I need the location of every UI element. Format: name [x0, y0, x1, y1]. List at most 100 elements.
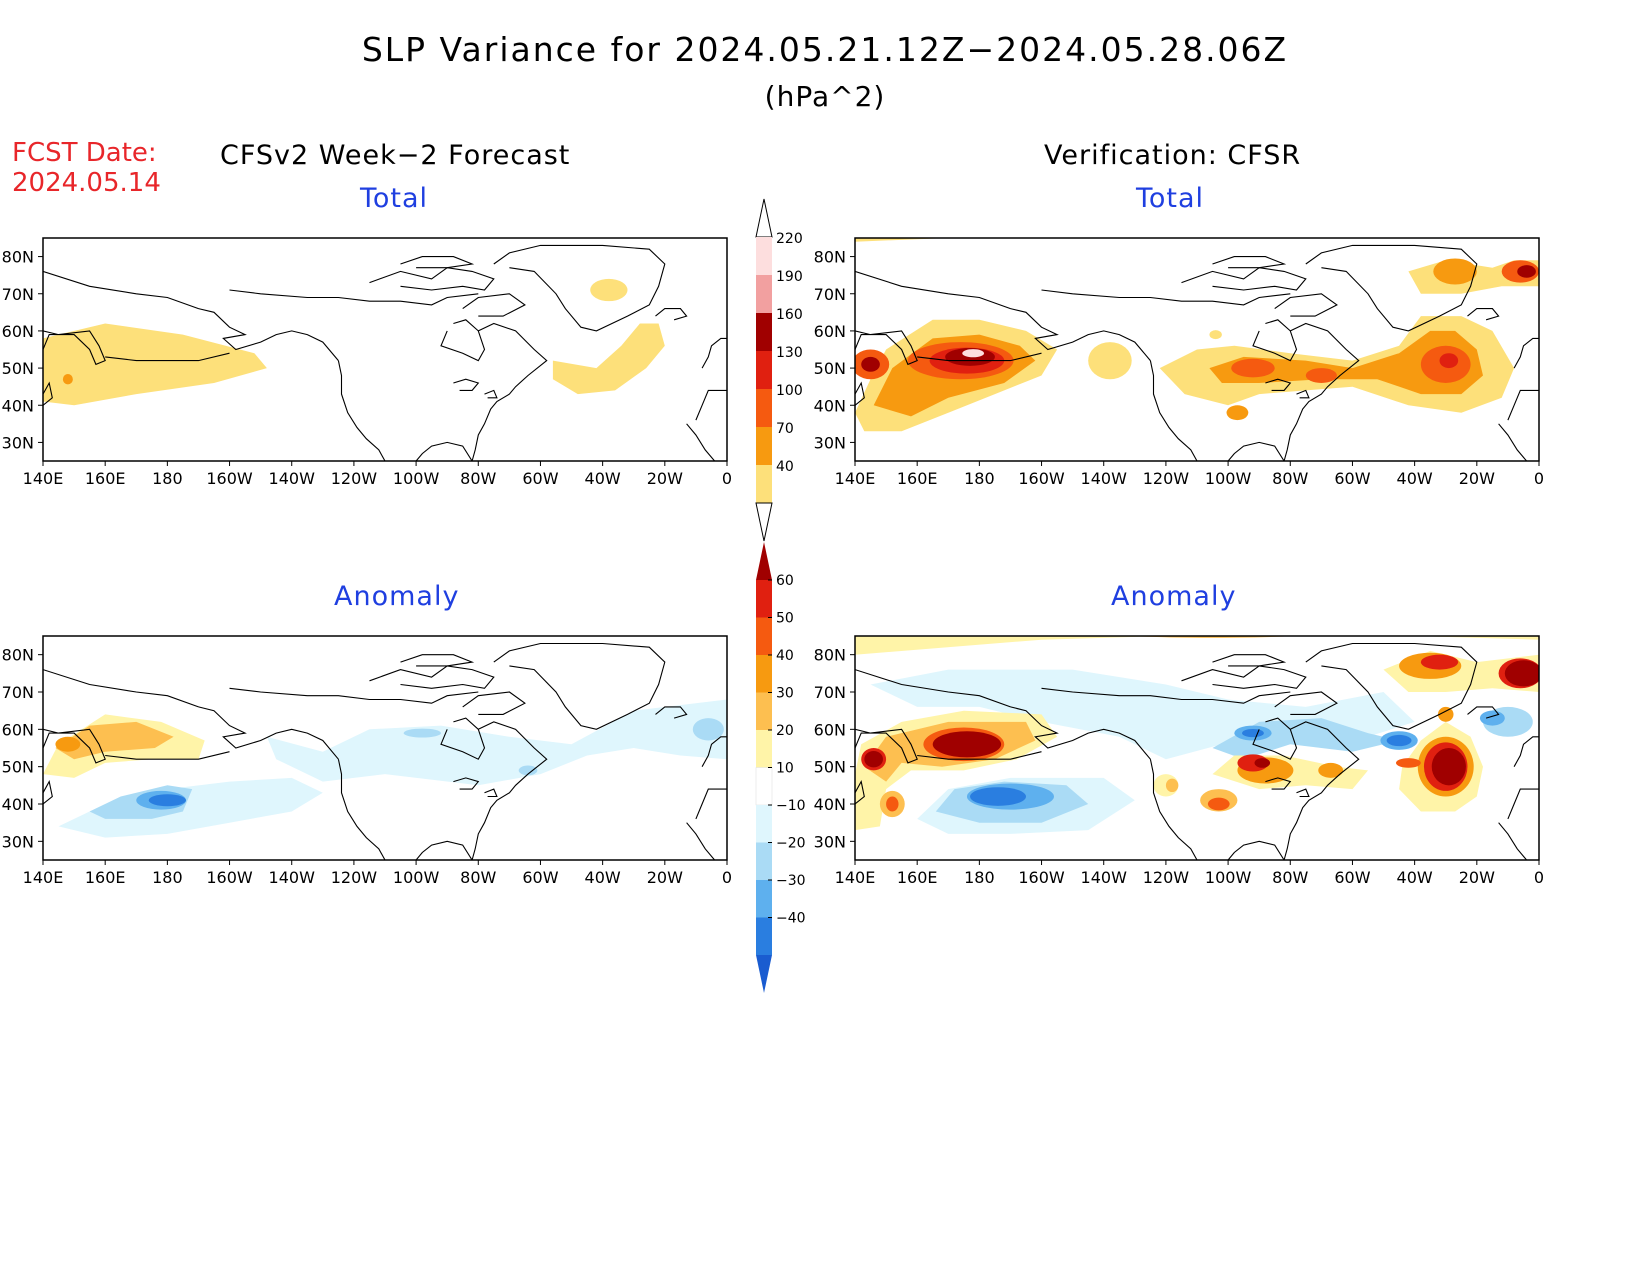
lon-label: 120W [331, 469, 378, 488]
coastline [415, 441, 473, 461]
coastline [855, 381, 865, 406]
lon-label: 20W [647, 469, 683, 488]
anomaly-contour-30 [1318, 762, 1344, 778]
lon-label: 80W [460, 469, 496, 488]
verification-anomaly-frame [854, 635, 1540, 861]
colorbar-anomaly-label: 10 [776, 761, 794, 777]
coastline [1252, 319, 1298, 362]
colorbar-anomaly-label: −30 [776, 873, 806, 889]
lat-label: 60N [814, 322, 846, 341]
axis-labels-layer: 80N 70N 60N 50N 40N 30N 140E 160E 180 160W 140W 120… [2, 248, 1544, 887]
coastline [917, 751, 1042, 760]
anomaly-contour-minus20 [518, 765, 538, 776]
lat-label: 40N [814, 396, 846, 415]
coastline [1041, 687, 1291, 704]
coastlines-br [855, 642, 1539, 860]
coastline [1296, 788, 1310, 798]
anomaly-contour-minus40 [1386, 734, 1412, 747]
lon-label: 80W [1272, 469, 1308, 488]
variance-contour-160 [1517, 265, 1536, 278]
verification-total-frame [854, 237, 1540, 462]
coastline [1041, 289, 1291, 306]
coastline [1149, 360, 1198, 461]
lat-label: 80N [814, 646, 846, 665]
coastline [686, 822, 716, 860]
coastline [1467, 308, 1500, 321]
variance-contour-130 [1439, 353, 1459, 369]
lon-label: 180 [152, 868, 183, 887]
coastline [400, 654, 475, 667]
lat-label: 40N [2, 795, 34, 814]
variance-contour-70 [62, 374, 73, 385]
coastline [695, 788, 727, 820]
anomaly-contour-minus10 [58, 777, 323, 838]
coastline [484, 788, 498, 798]
coastline [1283, 721, 1360, 860]
variance-contour-100 [1305, 368, 1337, 383]
coastlines-tr [855, 244, 1539, 461]
anomaly-contour-minus10 [266, 699, 727, 786]
lon-label: 160W [206, 469, 253, 488]
lat-label: 30N [814, 433, 846, 452]
lat-label: 30N [2, 433, 34, 452]
coastline [229, 687, 479, 704]
coastlines-bl [43, 642, 727, 860]
colorbar-anomaly-label: −40 [776, 911, 806, 927]
anomaly-contour-50 [1420, 654, 1459, 670]
anomaly-contour-40 [1207, 797, 1230, 811]
lon-label: 140W [269, 868, 316, 887]
coastline [493, 244, 666, 332]
lat-label: 30N [814, 832, 846, 851]
colorbar-anomaly-top-arrow [756, 542, 772, 580]
lat-label: 50N [814, 359, 846, 378]
lon-label: 100W [393, 868, 440, 887]
coastline [855, 270, 1011, 310]
coastline [1212, 256, 1287, 269]
colorbar-anomaly-label: 60 [776, 573, 794, 589]
lon-label: 0 [722, 868, 732, 887]
colorbar-total-swatch [756, 427, 772, 465]
coastline-layer [43, 244, 1539, 860]
anomaly-contour-minus40 [148, 794, 187, 807]
coastline [198, 706, 339, 760]
coastline [1274, 691, 1338, 715]
lon-label: 40W [585, 469, 621, 488]
coastline [701, 736, 727, 767]
lon-label: 20W [1459, 868, 1495, 887]
colorbar-anomaly-swatch [756, 580, 772, 618]
panel-title-verification-total: Total [1136, 183, 1205, 214]
lon-label: 160E [85, 868, 126, 887]
anomaly-contour-40 [886, 796, 899, 812]
colorbar-total-swatch [756, 313, 772, 351]
coastline [1149, 759, 1198, 860]
variance-contour-40 [43, 323, 267, 406]
lon-label: 140E [835, 469, 876, 488]
lon-label: 60W [1334, 469, 1370, 488]
lat-label: 50N [2, 359, 34, 378]
forecast-anomaly-frame [42, 635, 728, 861]
colorbar-anomaly-swatch [756, 805, 772, 843]
coastline [1507, 389, 1539, 421]
colorbar-total: 220 190 160 130 100 70 40 [755, 198, 803, 542]
coastline [415, 840, 473, 860]
anomaly-contour-40 [1395, 758, 1421, 768]
coastline [43, 381, 53, 406]
coastline [440, 319, 486, 362]
variance-contour-70 [1433, 258, 1477, 285]
lon-label: 180 [964, 469, 995, 488]
coastline [855, 669, 1011, 708]
colorbar-anomaly-swatch [756, 655, 772, 693]
variance-contour-70 [1226, 405, 1249, 421]
lon-label: 80W [1272, 868, 1308, 887]
coastline [686, 423, 716, 461]
colorbar-anomaly-swatch [756, 692, 772, 730]
verification-total-map [855, 238, 1539, 432]
lon-label: 140E [835, 868, 876, 887]
coastline [917, 352, 1042, 362]
coastline [855, 780, 865, 805]
lon-label: 120W [1143, 469, 1190, 488]
coastline [655, 706, 688, 719]
coastline [484, 389, 498, 399]
coastline [695, 389, 727, 421]
coastline [453, 378, 480, 391]
